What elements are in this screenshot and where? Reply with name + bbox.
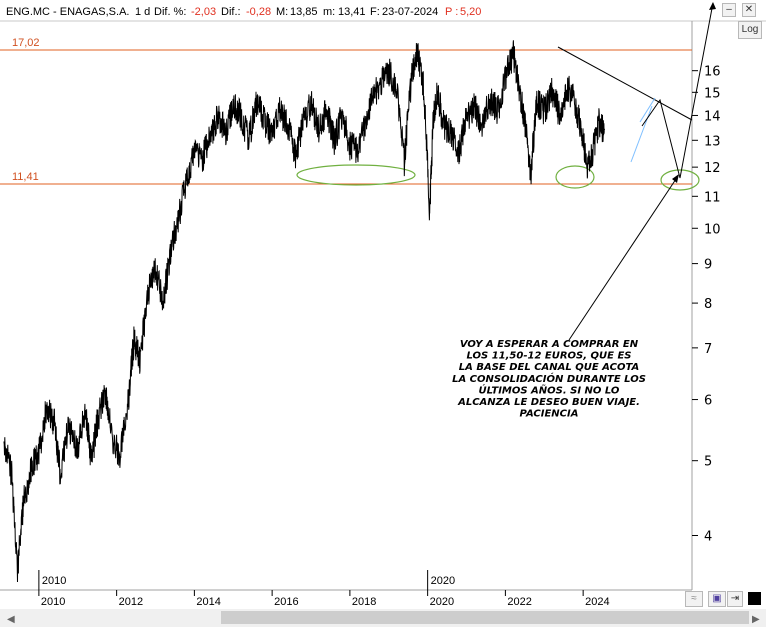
y-tick-label: 16 [704,65,721,80]
price-value: 5,20 [460,6,481,18]
annotation-arrow-head [672,174,679,183]
level-label: 17,02 [12,37,40,49]
drawn-trend-lines [557,2,716,341]
support-ellipse [296,164,416,186]
y-tick-label: 6 [704,394,712,409]
descending-trend-line [557,46,693,121]
dif-value: -0,28 [246,6,271,18]
y-tick-label: 7 [704,342,712,357]
date-value: 23-07-2024 [382,6,438,18]
y-tick-label: 9 [704,258,712,273]
close-icon[interactable]: ✕ [742,3,756,17]
channel-upper-line [639,97,656,123]
support-ellipse [555,165,595,189]
price-series-line [3,40,605,583]
x-tick-label: 2024 [585,596,609,608]
pin-icon[interactable]: ⇥ [727,591,743,607]
scroll-right-icon[interactable]: ▶ [752,614,760,625]
y-tick-label: 10 [704,222,721,237]
x-tick-label: 2016 [274,596,298,608]
dif-pct-label: Dif. %: [154,6,186,18]
symbol-label: ENG.MC - ENAGAS,S.A. [6,6,129,18]
x-tick-label: 2012 [119,596,143,608]
date-label: F: [370,6,380,18]
save-icon[interactable]: ▣ [708,591,726,607]
annotation-line: LA BASE DEL CANAL QUE ACOTA [459,362,639,373]
annotation-line: ALCANZA LE DESEO BUEN VIAJE. [457,397,640,408]
dif-label: Dif.: [221,6,241,18]
level-label: 11,41 [12,171,39,183]
projected-path-line [641,2,714,179]
y-tick-label: 13 [704,134,721,149]
y-tick-label: 14 [704,109,721,124]
y-tick-label: 4 [704,530,712,545]
x-tick-label: 2022 [507,596,531,608]
support-ellipses [296,164,700,191]
log-scale-button[interactable]: Log [738,21,762,39]
annotation-line: LOS 11,50-12 EUROS, QUE ES [467,351,632,362]
chart-header: ENG.MC - ENAGAS,S.A. 1 d Dif. %: -2,03 D… [6,6,481,18]
annotation-line: LA CONSOLIDACIÓN DURANTE LOS [452,372,646,385]
time-axis: 2010 2012 2014 2016 2018 2020 2022 2024 2010 2020 [38,570,610,608]
support-ellipse [660,169,700,191]
x-tick-label: 2018 [352,596,376,608]
max-label: M: [276,6,288,18]
annotation-line: PACIENCIA [520,409,579,420]
price-label: P : [445,6,458,18]
y-tick-label: 5 [704,455,712,470]
x-tick-label: 2020 [430,596,454,608]
annotation-pointer-line [568,175,679,341]
dif-pct-value: -2,03 [191,6,216,18]
year-marker-label: 2020 [431,575,455,587]
annotation-text: VOY A ESPERAR A COMPRAR EN LOS 11,50-12 E… [452,339,646,420]
scrollbar-thumb[interactable] [221,611,749,624]
y-tick-label: 8 [704,297,712,312]
fill-icon[interactable] [748,592,761,605]
y-tick-label: 12 [704,161,721,176]
minimize-icon[interactable]: – [722,3,736,17]
price-axis: 4 5 6 7 8 9 10 11 12 13 14 15 16 [692,65,721,545]
max-value: 13,85 [290,6,318,18]
year-marker-label: 2010 [42,575,66,587]
horizontal-levels: 17,02 11,41 [0,37,692,185]
y-tick-label: 15 [704,86,721,101]
min-value: 13,41 [338,6,366,18]
x-tick-label: 2010 [41,596,65,608]
annotation-line: VOY A ESPERAR A COMPRAR EN [460,339,639,350]
x-tick-label: 2014 [196,596,220,608]
projection-arrow-head [709,2,716,10]
annotation-line: ÚLTIMOS AÑOS. SI NO LO [479,383,620,396]
y-tick-label: 11 [704,190,721,205]
scroll-left-icon[interactable]: ◀ [7,614,15,625]
chart-type-icon[interactable]: ≈ [685,591,703,607]
min-label: m: [323,6,335,18]
period-label: 1 d [135,6,150,18]
channel-lower-line [630,105,653,163]
